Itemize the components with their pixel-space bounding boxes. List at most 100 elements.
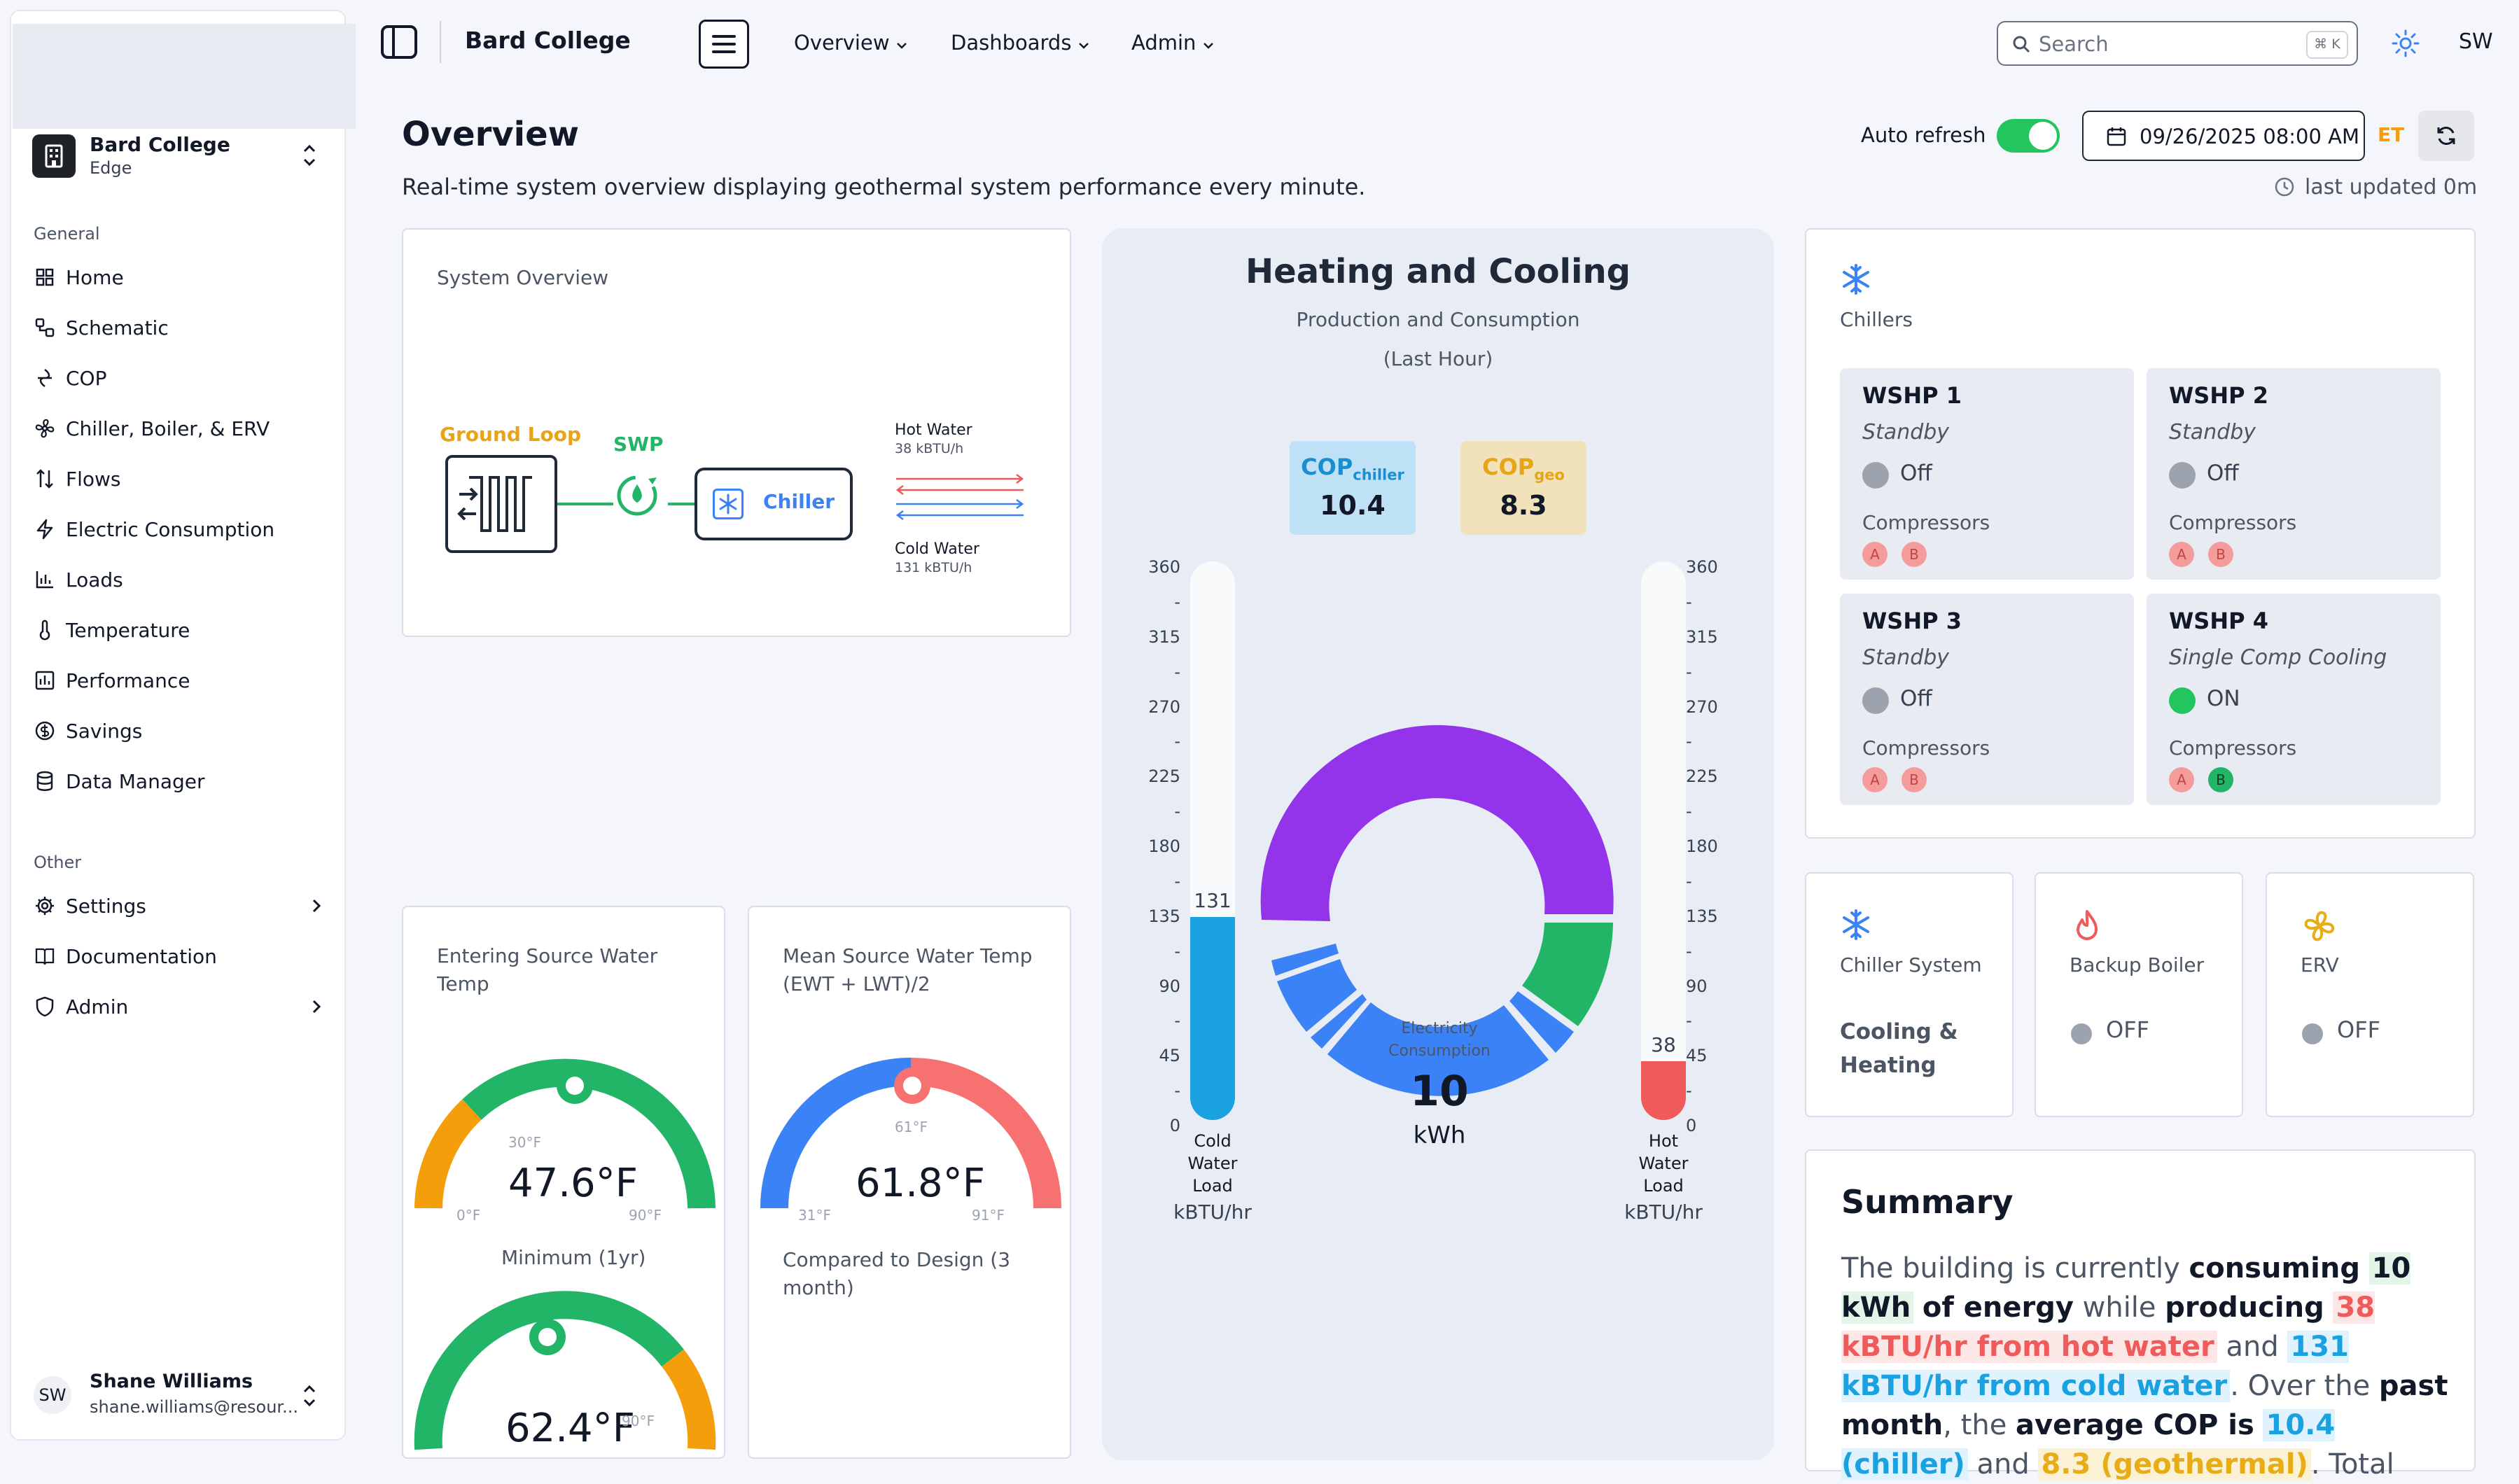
sidebar-item-documentation[interactable]: Documentation: [31, 937, 333, 976]
scale-tick-label: 45: [1686, 1046, 1708, 1066]
snowflake-icon: [713, 489, 744, 519]
fan-icon: [35, 419, 55, 438]
gauge-value: 47.6°F: [508, 1161, 638, 1206]
org-switcher[interactable]: Bard College Edge: [31, 129, 333, 185]
system-overview-card: System Overview Ground Loop SWP Chiller …: [402, 228, 1071, 637]
donut-segment-purple: [1260, 724, 1614, 921]
sidebar-item-data-manager[interactable]: Data Manager: [31, 762, 333, 801]
date-value: 09/26/2025 08:00 AM: [2140, 125, 2360, 148]
user-menu[interactable]: SW Shane Williams shane.williams@resour.…: [31, 1365, 333, 1424]
date-picker[interactable]: 09/26/2025 08:00 AM: [2082, 111, 2365, 161]
sidebar-item-chiller-boiler-erv[interactable]: Chiller, Boiler, & ERV: [31, 409, 333, 448]
sidebar-item-label: Data Manager: [66, 770, 205, 793]
chiller-label: Chiller: [763, 490, 835, 513]
hot-value-label: 38: [1651, 1032, 1676, 1056]
ground-loop-icon: [445, 455, 557, 553]
sidebar-item-cop[interactable]: COP: [31, 358, 333, 398]
card-title: Chiller System: [1840, 953, 1982, 976]
summary-highlight: 8.3 (geothermal): [2038, 1448, 2311, 1480]
scale-tick-label: 90: [1159, 976, 1180, 996]
wshp-state: Off: [1900, 461, 1932, 486]
nav-dashboards[interactable]: Dashboards: [951, 31, 1089, 55]
pump-icon: [608, 463, 671, 529]
scale-tick-label: 0: [1169, 1116, 1180, 1135]
auto-refresh-label: Auto refresh: [1861, 123, 1986, 147]
compressor-b: B: [1902, 767, 1927, 792]
sidebar-item-label: Home: [66, 266, 124, 289]
donut-center-label: Electricity Consumption: [1327, 1018, 1551, 1063]
scale-tick-label: 180: [1686, 836, 1718, 856]
scale-tick-label: 225: [1686, 766, 1718, 787]
scale-tick-label: 180: [1148, 836, 1180, 856]
scale-tick-label: -: [1174, 1081, 1180, 1101]
sidebar-item-temperature[interactable]: Temperature: [31, 610, 333, 650]
org-subtitle: Edge: [90, 158, 132, 178]
compressor-b: B: [1902, 542, 1927, 567]
gauge-marker-label: 30°F: [508, 1134, 541, 1151]
chillers-card: Chillers WSHP 1 Standby Off Compressors A B WS…: [1805, 228, 2476, 839]
scale-tick-label: 315: [1148, 626, 1180, 647]
scale-tick-label: -: [1686, 662, 1692, 682]
cop-geo-label: COP: [1482, 454, 1535, 480]
sidebar-item-admin[interactable]: Admin: [31, 987, 333, 1026]
cold-value-label: 131: [1194, 888, 1231, 912]
hot-caption: Hot Water Load kBTU/hr: [1619, 1130, 1708, 1224]
search-input[interactable]: Search ⌘ K: [1997, 21, 2358, 66]
sidebar-item-schematic[interactable]: Schematic: [31, 308, 333, 347]
auto-refresh-toggle[interactable]: [1997, 119, 2060, 153]
sidebar: [10, 10, 346, 1441]
gauge-value: 61.8°F: [856, 1161, 985, 1206]
refresh-icon: [2437, 127, 2455, 145]
gauge-min-label: 0°F: [456, 1207, 481, 1224]
thermometer-icon: [39, 620, 50, 640]
compressors-label: Compressors: [2169, 511, 2297, 534]
donut-segment-blue-2: [1327, 1002, 1549, 1096]
app-title: Bard College: [465, 27, 631, 54]
scale-tick-label: -: [1686, 732, 1692, 752]
flame-icon: [2071, 909, 2103, 944]
sidebar-item-label: Savings: [66, 720, 143, 743]
timezone-label[interactable]: ET: [2378, 123, 2405, 146]
sidebar-toggle-button[interactable]: [378, 21, 420, 63]
compressor-a: A: [2169, 542, 2194, 567]
refresh-button[interactable]: [2418, 111, 2474, 161]
nav-admin[interactable]: Admin: [1131, 31, 1214, 55]
cold-unit: kBTU/hr: [1173, 1200, 1252, 1224]
donut-segment-blue-5: [1271, 944, 1339, 976]
compressors-label: Compressors: [2169, 736, 2297, 760]
sidebar-item-savings[interactable]: Savings: [31, 711, 333, 750]
summary-fragment: , the: [1943, 1409, 2016, 1441]
building-icon: [32, 134, 76, 178]
search-shortcut: ⌘ K: [2306, 31, 2348, 59]
sidebar-item-label: Schematic: [66, 316, 169, 340]
sidebar-item-electric-consumption[interactable]: Electric Consumption: [31, 510, 333, 549]
scale-tick-label: -: [1174, 941, 1180, 961]
hot-thermometer-fill: [1641, 1060, 1686, 1120]
sidebar-item-flows[interactable]: Flows: [31, 459, 333, 498]
pipe-line: [557, 503, 613, 505]
cop-chiller-value: 10.4: [1320, 490, 1386, 522]
donut-label-1: Electricity: [1401, 1020, 1478, 1037]
sidebar-item-label: Admin: [66, 995, 129, 1018]
sidebar-item-home[interactable]: Home: [31, 258, 333, 297]
compressor-a: A: [2169, 767, 2194, 792]
clock-icon: [2274, 176, 2295, 200]
sidebar-item-performance[interactable]: Performance: [31, 661, 333, 700]
last-updated: last updated 0m: [2305, 175, 2478, 200]
summary-fragment: and: [1967, 1448, 2039, 1480]
donut-segment-green: [1522, 923, 1613, 1026]
nav-overview[interactable]: Overview: [794, 31, 907, 55]
scale-tick-label: -: [1686, 1081, 1692, 1101]
theme-toggle-button[interactable]: [2389, 27, 2422, 60]
wshp-name: WSHP 2: [2169, 382, 2268, 409]
sidebar-item-loads[interactable]: Loads: [31, 560, 333, 599]
menu-button[interactable]: [699, 20, 749, 69]
sidebar-item-settings[interactable]: Settings: [31, 886, 333, 925]
scale-tick-label: -: [1174, 1011, 1180, 1031]
cold-water-label: Cold Water: [895, 540, 979, 558]
cold-caption-line: Water: [1187, 1154, 1238, 1173]
top-user-avatar[interactable]: SW: [2459, 29, 2493, 54]
cold-caption: Cold Water Load kBTU/hr: [1168, 1130, 1257, 1224]
erv-card: ERV OFF: [2266, 872, 2474, 1117]
sidebar-item-label: Electric Consumption: [66, 518, 275, 541]
